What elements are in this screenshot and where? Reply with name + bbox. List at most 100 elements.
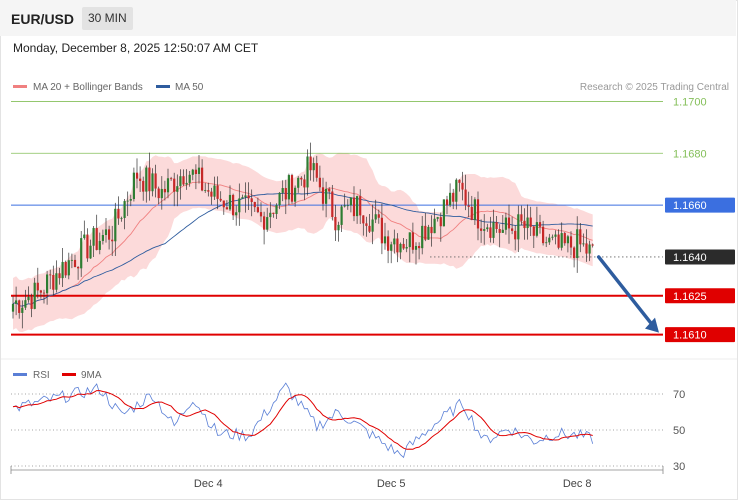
candle-body <box>108 229 111 240</box>
candle-body <box>123 201 126 218</box>
candle-body <box>455 179 458 202</box>
candle-body <box>194 169 197 174</box>
level-label-1-1660: 1.1660 <box>673 200 707 212</box>
candle-body <box>117 208 120 219</box>
candle-body <box>349 197 352 206</box>
watermark: Research © 2025 Trading Central <box>580 82 729 93</box>
candle-body <box>359 196 362 216</box>
candle-body <box>504 217 507 230</box>
candle-body <box>551 236 554 238</box>
candle-body <box>235 212 238 216</box>
timeframe-badge[interactable]: 30 MIN <box>82 7 133 30</box>
candle-body <box>411 232 414 250</box>
candle-body <box>433 218 436 234</box>
candle-body <box>129 199 132 201</box>
candle-body <box>418 245 421 249</box>
rsi-tick-70: 70 <box>673 389 685 401</box>
candle-body <box>532 226 535 236</box>
candle-body <box>250 198 253 203</box>
candle-body <box>492 222 495 238</box>
projection-arrowhead <box>645 317 659 333</box>
candle-body <box>501 229 504 233</box>
candle-body <box>58 273 61 279</box>
candle-body <box>334 216 337 231</box>
candle-body <box>495 222 498 230</box>
candle-body <box>52 274 55 290</box>
candle-body <box>36 282 39 291</box>
level-label-1-1610: 1.1610 <box>673 330 707 342</box>
candle-body <box>538 222 542 227</box>
candle-body <box>132 172 135 200</box>
candle-body <box>24 300 27 308</box>
candle-body <box>98 240 101 250</box>
candle-body <box>591 244 594 246</box>
candle-body <box>306 156 309 188</box>
candle-body <box>89 245 92 259</box>
candle-body <box>201 167 204 191</box>
candle-body <box>585 243 588 254</box>
candle-body <box>142 180 145 192</box>
candle-body <box>576 229 579 259</box>
symbol-label: EUR/USD <box>11 11 75 27</box>
candle-body <box>95 227 98 250</box>
level-label-1-1700: 1.1700 <box>673 96 707 108</box>
candle-body <box>222 200 225 208</box>
candle-body <box>207 190 210 192</box>
candle-body <box>489 227 492 238</box>
candle-body <box>582 243 585 245</box>
candle-body <box>297 177 300 188</box>
legend-ma50: MA 50 <box>175 82 204 93</box>
candle-body <box>256 207 259 213</box>
candle-body <box>27 296 30 301</box>
candle-body <box>290 175 294 202</box>
candle-body <box>191 169 194 175</box>
candle-body <box>542 226 545 244</box>
candle-body <box>61 261 64 279</box>
candle-body <box>461 182 464 190</box>
candle-body <box>331 191 334 217</box>
candle-body <box>259 212 263 217</box>
candle-body <box>458 179 461 183</box>
candle-body <box>160 188 163 199</box>
rsi-line <box>12 382 594 459</box>
candle-body <box>486 227 489 230</box>
candle-body <box>517 214 520 240</box>
candle-body <box>287 175 290 200</box>
candle-body <box>340 206 343 225</box>
candle-body <box>163 188 166 193</box>
candle-body <box>219 198 222 201</box>
candle-body <box>563 233 566 244</box>
candle-body <box>514 230 517 240</box>
candle-body <box>83 234 86 239</box>
candle-body <box>346 205 349 207</box>
candle-body <box>507 217 511 229</box>
candle-body <box>436 217 439 219</box>
candle-body <box>104 229 108 236</box>
candle-body <box>557 234 560 248</box>
candle-body <box>442 199 445 227</box>
candle-body <box>173 178 176 192</box>
candle-body <box>362 215 365 224</box>
candle-body <box>529 217 532 227</box>
legend-swatch-rsi <box>13 373 27 376</box>
candle-body <box>154 173 157 189</box>
candle-body <box>33 282 36 309</box>
candle-body <box>383 236 387 244</box>
candle-body <box>145 167 148 192</box>
candle-body <box>377 214 380 218</box>
candle-body <box>554 234 557 237</box>
candle-body <box>352 197 356 217</box>
candle-body <box>64 261 67 276</box>
level-box-1-1660 <box>665 197 735 213</box>
candle-body <box>80 238 83 269</box>
candle-body <box>579 229 582 245</box>
candle-body <box>325 188 328 204</box>
level-label-1-1625: 1.1625 <box>673 291 707 303</box>
candle-body <box>272 212 275 214</box>
candle-body <box>467 205 470 207</box>
candle-body <box>266 217 269 230</box>
candle-body <box>55 273 58 290</box>
candle-body <box>86 234 89 259</box>
candle-body <box>253 202 256 208</box>
x-tick-label: Dec 5 <box>377 478 406 490</box>
